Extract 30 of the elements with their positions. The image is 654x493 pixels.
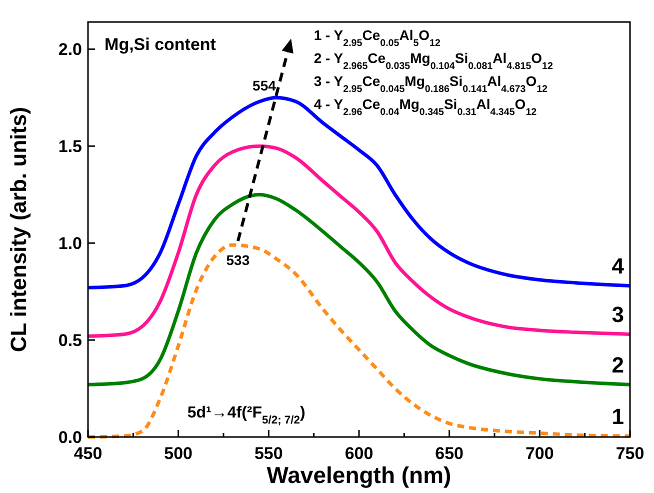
y-tick-label: 1.5 [58,137,82,156]
annotation: 5d¹→4f(²F$_{5/2; 7/2}$) [187,404,306,427]
text: 4 - Y$_{2.96}$Ce$_{0.04}$Mg$_{0.345}$Si$_{0.31}$Al$_{4.345}$O$_{12}$ [314,96,537,118]
y-tick-label: 1.0 [58,234,82,254]
x-tick-label: 750 [616,444,644,463]
text: 2 - Y$_{2.965}$Ce$_{0.035}$Mg$_{0.104}$Si$_{0.081}$Al$_{4.815}$O$_{12}$ [314,50,553,72]
x-tick-label: 450 [74,444,102,463]
x-axis-title: Wavelength (nm) [266,462,452,488]
series-label: 1 [612,404,624,430]
line-series [86,96,632,290]
x-tick-label: 700 [525,444,554,463]
annotation: 533 [226,252,250,268]
annotation: Mg,Si content [104,35,216,54]
line-series [86,243,632,439]
line-series [86,192,632,386]
y-tick-label: 0.5 [58,330,82,350]
line-series [86,144,632,338]
series-label: 2 [612,352,624,378]
series-label: 4 [612,254,625,279]
annotation: 554 [252,78,276,94]
annotation: 1 - Y$_{2.95}$Ce$_{0.05}$Al$_{5}$O$_{12}$ [314,27,441,48]
y-axis-title: CL intensity (arb. units) [6,106,31,352]
x-tick-label: 500 [164,444,193,463]
x-tick-label: 550 [254,444,283,463]
x-tick-label: 600 [344,444,374,463]
text: 3 - Y$_{2.95}$Ce$_{0.045}$Mg$_{0.186}$Si$_{0.141}$Al$_{4.673}$O$_{12}$ [314,73,548,94]
series-label: 3 [612,302,624,328]
y-tick-label: 2.0 [58,40,82,60]
x-tick-label: 650 [435,444,464,463]
y-tick-label: 0.0 [58,428,82,447]
